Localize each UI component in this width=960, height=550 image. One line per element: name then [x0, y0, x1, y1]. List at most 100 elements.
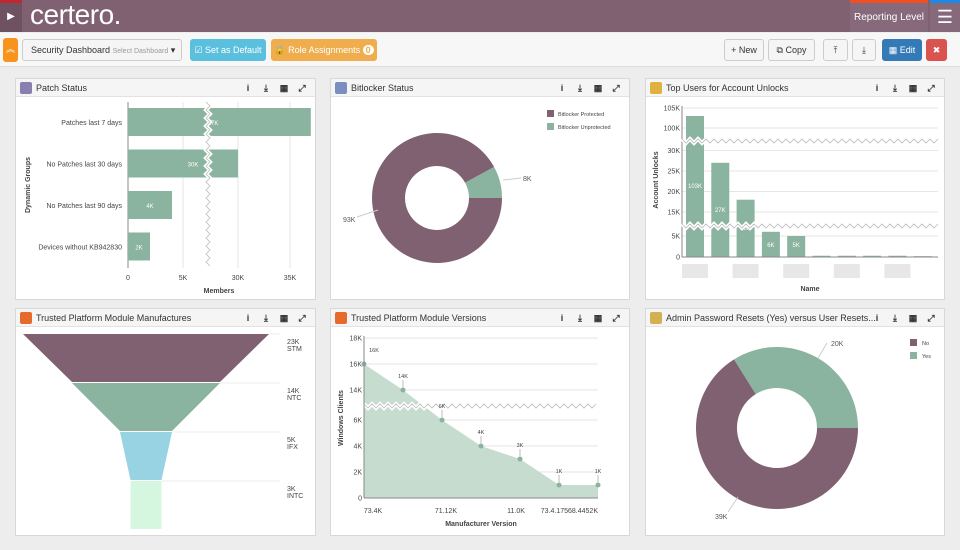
panel-icon [335, 312, 347, 324]
funnel-name-label: NTC [287, 395, 301, 402]
legend-label: Yes [922, 354, 931, 360]
data-point [517, 456, 523, 462]
chevron-down-icon: ▾ [170, 45, 176, 55]
panel-header: Top Users for Account Unlocks i ⤓ ▦ ⤢ [646, 79, 944, 97]
panel-title: Trusted Platform Module Versions [351, 313, 487, 323]
chart: 39K 20K No Yes [695, 339, 931, 521]
panel-trusted-platform-module-manufactures: Trusted Platform Module Manufactures i ⤓ ▦ ⤢… [15, 308, 316, 536]
download-icon[interactable]: ⤓ [893, 83, 897, 93]
panel-icon [650, 312, 662, 324]
x-tick-label: 30K [232, 275, 245, 282]
data-point [556, 482, 562, 488]
download-icon[interactable]: ⤓ [893, 313, 897, 323]
expand-icon[interactable]: ⤢ [612, 83, 620, 93]
bar [128, 108, 311, 136]
expand-icon[interactable]: ⤢ [927, 83, 935, 93]
info-icon[interactable]: i [875, 313, 879, 323]
legend-swatch [547, 123, 554, 130]
sidebar-toggle-button[interactable]: ▶ [0, 0, 22, 32]
y-tick-label: 5K [671, 234, 680, 241]
table-icon[interactable]: ▦ [279, 313, 289, 323]
download-icon[interactable]: ⤓ [264, 313, 268, 323]
funnel-name-label: IFX [287, 444, 298, 451]
table-icon[interactable]: ▦ [279, 83, 289, 93]
reporting-level-button[interactable]: Reporting Level [850, 0, 928, 32]
info-icon[interactable]: i [246, 313, 250, 323]
funnel-segment [23, 334, 269, 382]
slice-label: 93K [343, 217, 356, 224]
table-icon[interactable]: ▦ [908, 83, 918, 93]
panel-header: Bitlocker Status i ⤓ ▦ ⤢ [331, 79, 629, 97]
bar [128, 232, 150, 261]
leader-line [502, 177, 522, 181]
logo: certero. [30, 0, 121, 30]
info-icon[interactable]: i [560, 83, 564, 93]
y-tick-label: 0 [358, 496, 362, 503]
panel-icon [335, 82, 347, 94]
expand-icon[interactable]: ⤢ [927, 313, 935, 323]
y-tick-label: 2K [353, 470, 362, 477]
download-icon[interactable]: ⤓ [264, 83, 268, 93]
data-label: 6K [767, 243, 774, 249]
data-label: 4K [478, 430, 485, 436]
donut-slice [465, 166, 502, 198]
expand-icon[interactable]: ⤢ [298, 313, 306, 323]
info-icon[interactable]: i [560, 313, 564, 323]
slice-label: 20K [831, 341, 844, 348]
edit-button[interactable]: ▦ Edit [882, 39, 922, 61]
expand-icon[interactable]: ⤢ [298, 83, 306, 93]
role-assignments-label: 🔒 Role Assignments [274, 45, 361, 55]
info-icon[interactable]: i [246, 83, 250, 93]
panel-icon [20, 82, 32, 94]
set-default-button[interactable]: ☑ Set as Default [190, 39, 266, 61]
role-assignments-button[interactable]: 🔒 Role Assignments 0 [271, 39, 377, 61]
axis-break [362, 401, 598, 411]
area [364, 364, 598, 498]
new-button[interactable]: + New [724, 39, 764, 61]
y-tick-label: 100K [664, 126, 681, 133]
bar [888, 255, 907, 257]
menu-icon[interactable]: ☰ [930, 0, 960, 32]
y-tick-label: 25K [668, 169, 681, 176]
panel-header: Trusted Platform Module Versions i ⤓ ▦ ⤢ [331, 309, 629, 327]
y-tick-label: 15K [668, 210, 681, 217]
data-label: 18K [740, 226, 751, 232]
chart: 93K 8K Bitlocker Protected Bitlocker Unprot… [343, 110, 611, 263]
info-icon[interactable]: i [875, 83, 879, 93]
table-icon[interactable]: ▦ [908, 313, 918, 323]
table-icon[interactable]: ▦ [593, 313, 603, 323]
dashboard-select[interactable]: Security Dashboard Select Dashboard ▾ [22, 39, 182, 61]
data-label: 4K [146, 204, 153, 210]
collapse-toolbar-button[interactable]: ︽ [3, 38, 18, 62]
panel-bitlocker-status: Bitlocker Status i ⤓ ▦ ⤢ 93K 8K Bitlocker Prote… [330, 78, 630, 300]
panel-top-users-for-account-unlocks: Top Users for Account Unlocks i ⤓ ▦ ⤢ 0 5K 15K 2… [645, 78, 945, 300]
download-icon[interactable]: ⤓ [852, 39, 876, 61]
x-tick-label: 73.4.17568.4452K [541, 508, 599, 515]
donut-slice [695, 359, 858, 509]
x-axis-title: Name [800, 286, 819, 293]
table-icon[interactable]: ▦ [593, 83, 603, 93]
bar [711, 162, 730, 257]
y-tick-label: Devices without KB942830 [38, 245, 122, 252]
upload-icon[interactable]: ⤒ [823, 39, 848, 61]
data-label: 37K [208, 121, 219, 127]
funnel-value-label: 23K [287, 339, 300, 346]
panel-icon [20, 312, 32, 324]
bar [128, 191, 172, 219]
download-icon[interactable]: ⤓ [578, 83, 582, 93]
y-axis-title: Dynamic Groups [25, 157, 32, 213]
bar [863, 255, 882, 257]
legend-swatch [547, 110, 554, 117]
y-axis-title: Account Unlocks [653, 151, 660, 208]
data-point [595, 482, 601, 488]
panel-title: Bitlocker Status [351, 83, 414, 93]
funnel-name-label: INTC [287, 493, 303, 500]
download-icon[interactable]: ⤓ [578, 313, 582, 323]
slice-label: 39K [715, 514, 728, 521]
close-button[interactable]: ✖ [926, 39, 947, 61]
expand-icon[interactable]: ⤢ [612, 313, 620, 323]
chart: 0 5K 30K 35K Patches last 7 days 37K No Patche… [25, 100, 311, 295]
bar [812, 255, 831, 257]
copy-button[interactable]: ⧉ Copy [768, 39, 815, 61]
